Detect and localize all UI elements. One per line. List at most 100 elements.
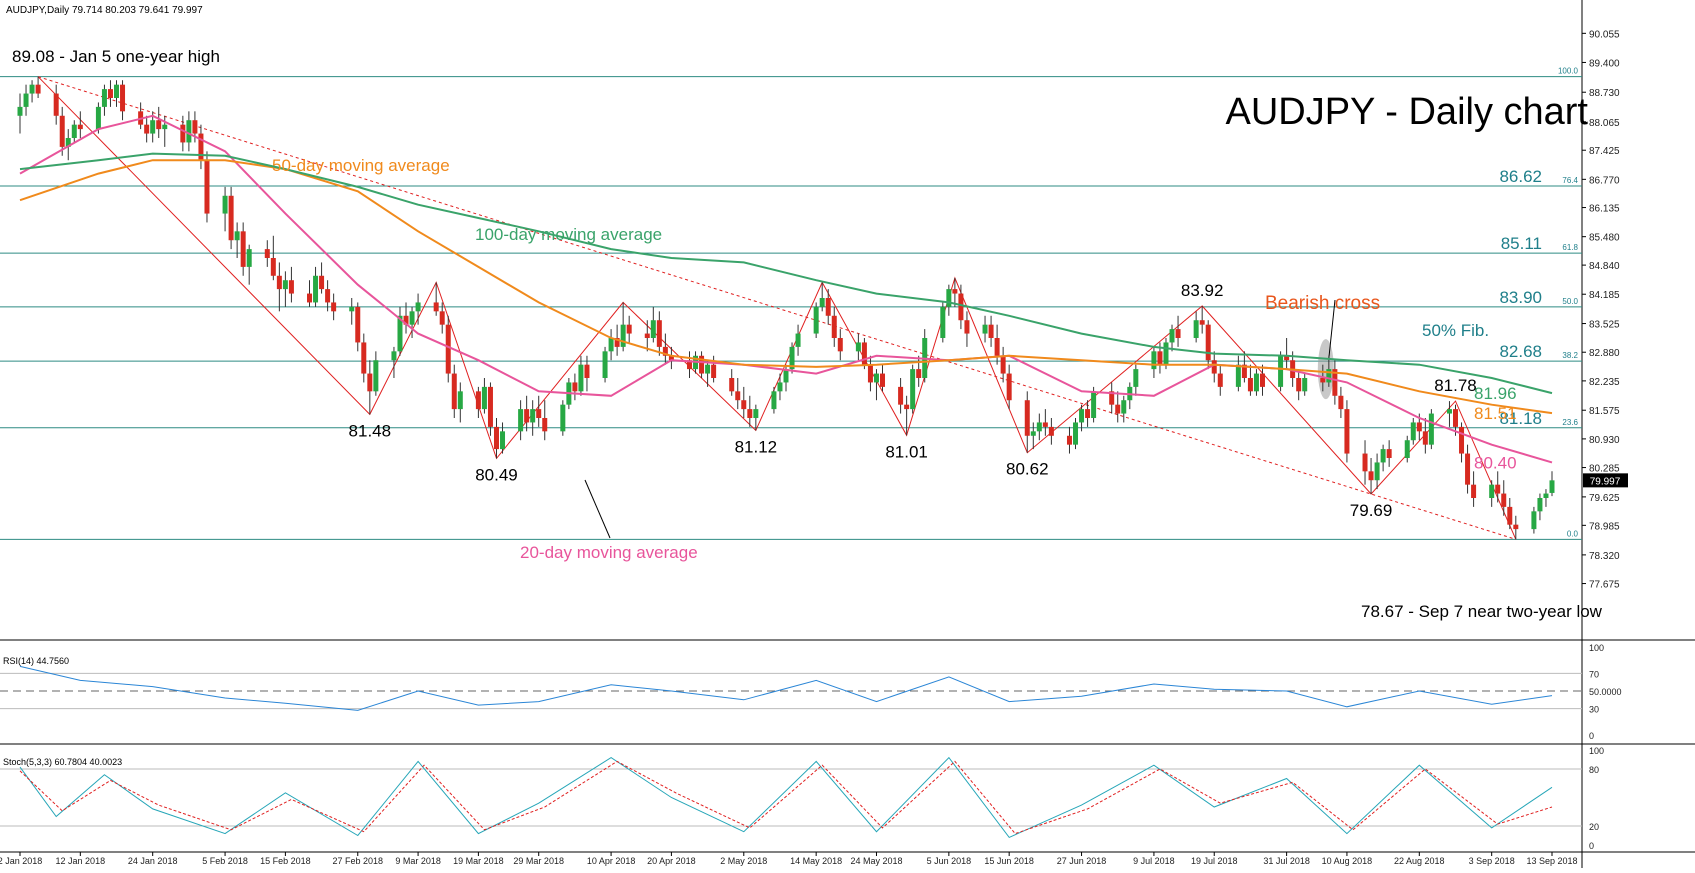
- candle-body: [325, 289, 331, 303]
- swing-price-label: 80.49: [475, 465, 518, 484]
- candle-body: [994, 338, 1000, 356]
- candle-body: [331, 302, 337, 312]
- date-tick-label: 12 Jan 2018: [56, 856, 106, 866]
- stoch-tick-label: 100: [1589, 746, 1604, 756]
- candle-body: [198, 133, 204, 161]
- candle-body: [668, 355, 674, 361]
- price-tick-label: 81.575: [1589, 406, 1620, 417]
- rsi-tick-label: 70: [1589, 669, 1599, 679]
- current-price-box: [1583, 473, 1628, 488]
- candle-body: [1079, 409, 1085, 423]
- candle-body: [415, 302, 421, 312]
- candle-body: [180, 124, 186, 143]
- candle-body: [186, 120, 192, 143]
- date-tick-label: 9 Jul 2018: [1133, 856, 1175, 866]
- candle-body: [1211, 360, 1217, 374]
- candle-body: [1253, 373, 1259, 392]
- candle-body: [735, 391, 741, 401]
- candle-body: [952, 289, 958, 294]
- ma100-annotation: 100-day moving average: [475, 225, 662, 244]
- candle-body: [1489, 484, 1495, 498]
- swing-price-label: 81.78: [1434, 376, 1477, 395]
- date-tick-label: 14 May 2018: [790, 856, 842, 866]
- candle-body: [524, 409, 530, 423]
- swing-price-label: 81.48: [349, 421, 392, 440]
- price-tick-label: 80.285: [1589, 464, 1620, 475]
- candle-body: [1109, 391, 1115, 405]
- candle-body: [855, 342, 861, 352]
- date-tick-label: 10 Aug 2018: [1322, 856, 1373, 866]
- candle-body: [1428, 413, 1434, 445]
- candle-body: [602, 351, 608, 378]
- price-tick-label: 82.880: [1589, 348, 1620, 359]
- candle-body: [1416, 422, 1422, 432]
- candle-body: [204, 160, 210, 214]
- stoch-header: Stoch(5,3,3) 60.7804 40.0023: [3, 757, 122, 767]
- price-tick-label: 79.625: [1589, 493, 1620, 504]
- fib-level-tag: 0.0: [1567, 529, 1579, 538]
- candle-body: [711, 364, 717, 378]
- candle-body: [789, 346, 795, 370]
- fib-level-tag: 76.4: [1562, 176, 1578, 185]
- candle-body: [1344, 409, 1350, 454]
- price-tick-label: 83.525: [1589, 320, 1620, 331]
- candle-body: [686, 360, 692, 370]
- fib-levels: 100.0 76.4 86.62 61.8 85.11 50.0 83.90 38.2 82.6…: [0, 67, 1582, 540]
- fib-price-label: 81.18: [1499, 409, 1542, 428]
- candle-body: [23, 93, 29, 107]
- candle-body: [747, 409, 753, 418]
- date-tick-label: 27 Jun 2018: [1057, 856, 1107, 866]
- candle-body: [1296, 378, 1302, 392]
- candle-body: [1495, 484, 1501, 494]
- price-tick-label: 85.480: [1589, 233, 1620, 244]
- candle-body: [916, 369, 922, 378]
- candle-body: [1036, 422, 1042, 432]
- candle-body: [1326, 369, 1332, 383]
- stoch-d-line: [19, 760, 1553, 835]
- candle-body: [240, 231, 246, 267]
- date-tick-label: 19 Mar 2018: [453, 856, 504, 866]
- candle-body: [964, 320, 970, 334]
- candle-body: [771, 391, 777, 410]
- date-tick-label: 10 Apr 2018: [587, 856, 636, 866]
- candle-body: [880, 373, 886, 387]
- price-tick-label: 78.320: [1589, 551, 1620, 562]
- candle-body: [228, 195, 234, 241]
- candle-body: [819, 298, 825, 307]
- rsi-tick-label: 50.0000: [1589, 687, 1622, 697]
- candle-body: [276, 275, 282, 290]
- candle-body: [1030, 431, 1036, 436]
- candle-body: [1085, 409, 1091, 418]
- fib-price-label: 86.62: [1499, 167, 1542, 186]
- candle-body: [481, 386, 487, 410]
- candle-body: [457, 391, 463, 410]
- candle-body: [445, 324, 451, 374]
- candle-body: [59, 115, 65, 147]
- stoch-tick-label: 20: [1589, 822, 1599, 832]
- price-tick-label: 77.675: [1589, 580, 1620, 591]
- candle-body: [1452, 409, 1458, 427]
- candle-body: [1386, 449, 1392, 458]
- rsi-line: [19, 665, 1553, 711]
- swing-price-label: 81.01: [885, 442, 928, 461]
- date-tick-label: 27 Feb 2018: [332, 856, 383, 866]
- candle-body: [1199, 320, 1205, 325]
- candle-body: [1006, 373, 1012, 401]
- candle-body: [500, 431, 506, 450]
- price-tick-label: 88.065: [1589, 118, 1620, 129]
- candle-body: [162, 124, 168, 130]
- candle-body: [17, 106, 23, 116]
- candle-body: [313, 275, 319, 303]
- candle-body: [946, 289, 952, 307]
- fib-price-label: 85.11: [1501, 234, 1542, 253]
- candle-body: [270, 258, 276, 276]
- price-tick-label: 84.185: [1589, 290, 1620, 301]
- candle-body: [1404, 440, 1410, 458]
- candle-body: [940, 306, 946, 338]
- date-tick-label: 5 Feb 2018: [202, 856, 248, 866]
- candle-body: [391, 351, 397, 361]
- candle-body: [1115, 404, 1121, 414]
- candle-body: [433, 302, 439, 312]
